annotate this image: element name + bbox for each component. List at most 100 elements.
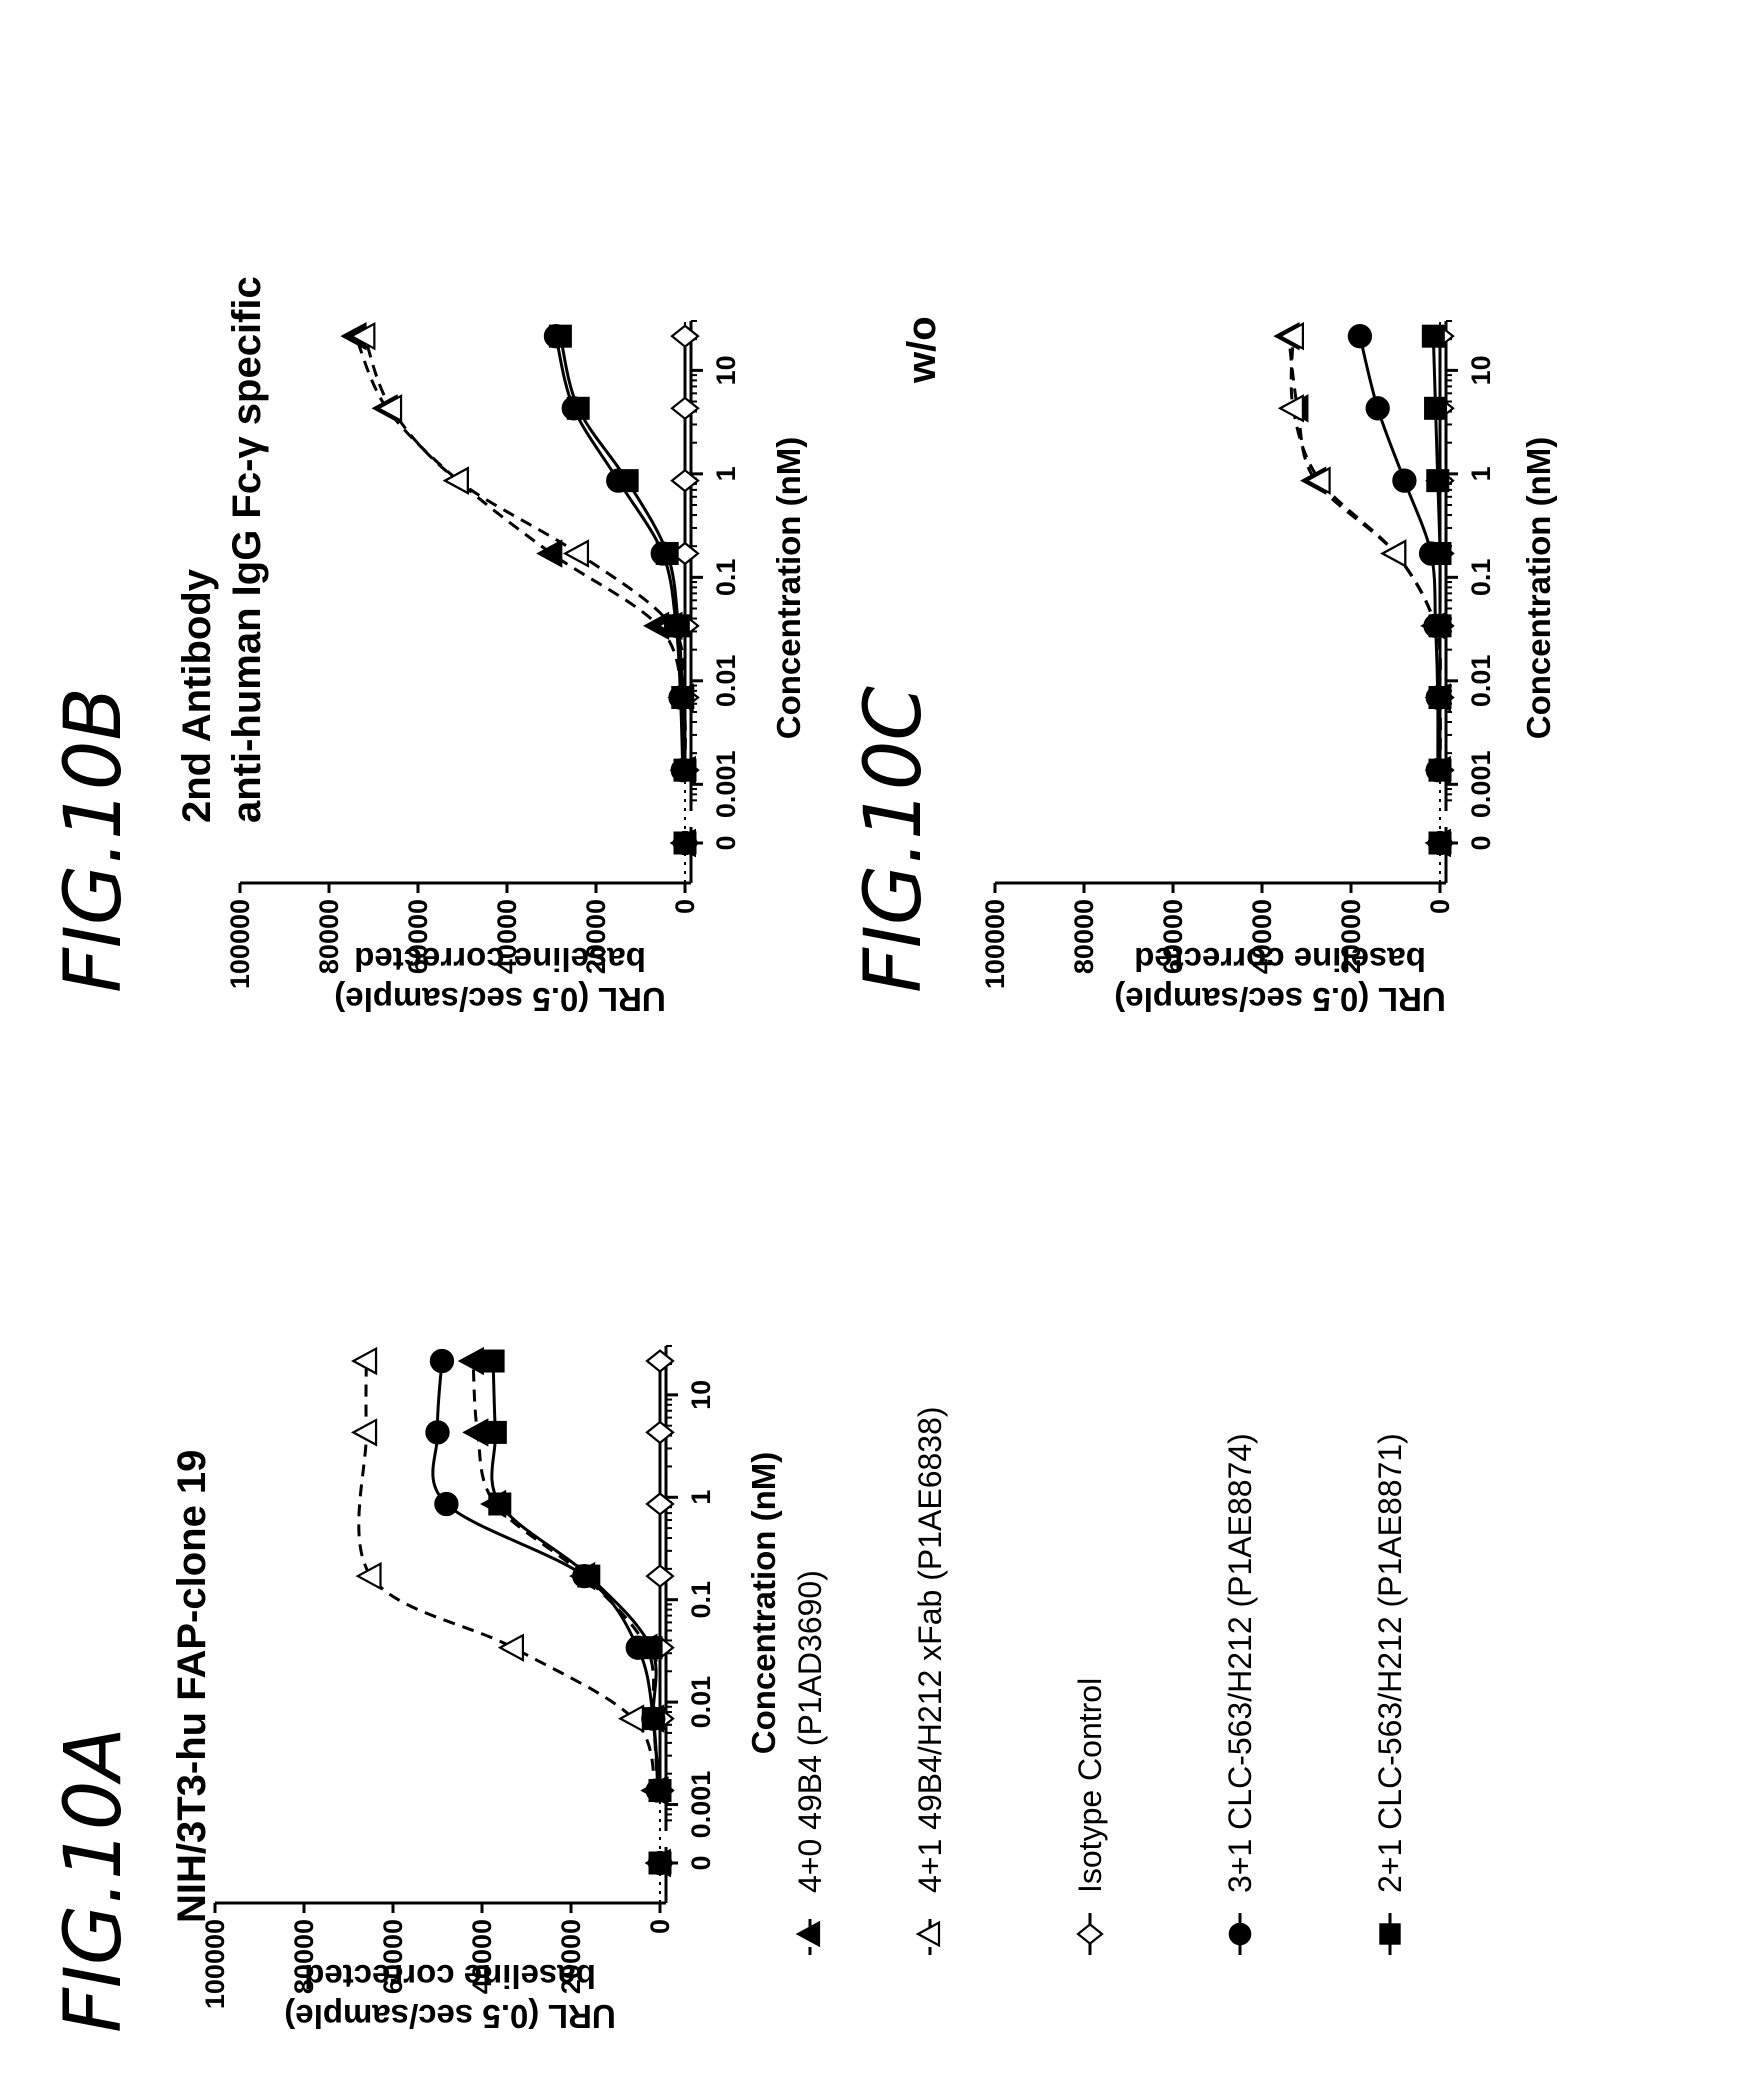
series-curve <box>354 335 687 771</box>
data-point <box>639 1636 663 1660</box>
data-point <box>666 614 690 638</box>
series-curve <box>431 1360 660 1791</box>
y-tick-label: 40000 <box>467 1919 497 1994</box>
data-point <box>1428 685 1452 709</box>
series-curve <box>357 1361 658 1791</box>
data-point <box>670 324 700 348</box>
series-curve <box>363 335 687 771</box>
ylabel-10c-line2: baseline corrected <box>1134 941 1426 978</box>
data-point <box>1304 466 1331 495</box>
x-tick-label: 0.01 <box>686 1676 716 1729</box>
data-point <box>670 396 700 421</box>
x-tick-label: 0.001 <box>1466 751 1496 819</box>
xlabel-10b: Concentration (nM) <box>770 437 807 739</box>
legend-marker <box>1076 1922 1104 1946</box>
series-3-1-clc-563-h212-p1ae8874 <box>425 1348 673 1876</box>
ylabel-10a: URL (0.5 sec/sample) baseline corrected <box>284 1958 615 2035</box>
data-point <box>1428 831 1452 855</box>
x-tick-label: 0 <box>686 1855 716 1870</box>
y-tick-label: 80000 <box>314 899 344 974</box>
legend-label: 3+1 CLC-563/H212 (P1AE8874) <box>1222 1433 1258 1893</box>
data-point <box>577 1564 601 1588</box>
data-point <box>645 1420 675 1445</box>
data-point <box>1392 468 1417 493</box>
title-10b-line1: 2nd Antibody <box>175 568 219 823</box>
x-tick-label: 0.1 <box>686 1581 716 1619</box>
legend-item-2-1-clc-563-h212-p1ae8871: 2+1 CLC-563/H212 (P1AE8871) <box>1372 1433 1408 1955</box>
x-tick-label: 0.1 <box>711 559 741 597</box>
series-curve <box>1287 335 1442 771</box>
legend-label: 2+1 CLC-563/H212 (P1AE8871) <box>1372 1433 1408 1893</box>
data-point <box>1380 539 1407 568</box>
y-tick-label: 60000 <box>403 899 433 974</box>
x-tick-label: 0.01 <box>711 655 741 708</box>
legend-label: 4+1 49B4/H212 xFab (P1AE6838) <box>912 1406 948 1893</box>
legend-item-3-1-clc-563-h212-p1ae8874: 3+1 CLC-563/H212 (P1AE8874) <box>1222 1433 1258 1955</box>
x-tick-label: 10 <box>711 355 741 385</box>
y-tick-label: 0 <box>670 899 700 914</box>
data-point <box>483 1420 507 1444</box>
series-2-1-clc-563-h212-p1ae8871 <box>548 324 697 855</box>
y-tick-label: 100000 <box>225 899 255 989</box>
data-point <box>350 1346 378 1376</box>
ylabel-10c-line1: URL (0.5 sec/sample) <box>1114 981 1445 1018</box>
ylabel-10b-line2: baseline corrected <box>354 941 646 978</box>
x-tick-label: 10 <box>1466 355 1496 385</box>
data-point <box>1421 324 1445 348</box>
ylabel-10a-line2: baseline corrected <box>304 1958 596 1995</box>
data-point <box>648 1851 672 1875</box>
y-tick-label: 40000 <box>492 899 522 974</box>
data-point <box>641 1707 665 1731</box>
data-point <box>671 685 695 709</box>
y-tick-label: 20000 <box>581 899 611 974</box>
legend: 4+0 49B4 (P1AD3690) 4+1 49B4/H212 xFab (P… <box>792 1406 1408 1955</box>
x-tick-label: 0 <box>1466 835 1496 850</box>
data-point <box>1428 758 1452 782</box>
xlabel-10c: Concentration (nM) <box>1520 437 1557 739</box>
data-point <box>645 1564 675 1588</box>
data-point <box>350 1418 378 1447</box>
y-tick-label: 40000 <box>1247 899 1277 974</box>
data-point <box>442 466 469 495</box>
data-point <box>457 1346 484 1376</box>
data-point <box>645 1349 675 1373</box>
plot-10b: 0 20000 40000 60000 80000 100000 0 0.001 0.01 0.1… <box>225 320 741 989</box>
legend-marker <box>1228 1922 1252 1946</box>
data-point <box>645 1492 675 1516</box>
title-10b-line2: anti-human IgG Fc-γ specific <box>225 276 269 823</box>
y-tick-label: 20000 <box>1336 899 1366 974</box>
data-point <box>488 1492 512 1516</box>
y-tick-label: 60000 <box>378 1919 408 1994</box>
legend-marker <box>1379 1923 1401 1945</box>
data-point <box>425 1420 450 1445</box>
data-point <box>1428 541 1452 565</box>
data-point <box>1277 321 1305 351</box>
fig-label-10b: FIG.10B <box>49 687 139 993</box>
data-point <box>562 539 590 568</box>
legend-item-isotype-control: Isotype Control <box>1072 1678 1108 1955</box>
ylabel-10c: URL (0.5 sec/sample) baseline corrected <box>1114 941 1445 1018</box>
data-point <box>375 394 403 423</box>
legend-marker <box>915 1920 941 1948</box>
plot-10a: 0 20000 40000 60000 80000 100000 0 0.001 0.01 0.1… <box>200 1345 716 2009</box>
data-point <box>497 1633 525 1662</box>
ylabel-10a-line1: URL (0.5 sec/sample) <box>284 1998 615 2035</box>
x-tick-label: 0.001 <box>686 1771 716 1839</box>
data-point <box>481 1349 505 1373</box>
y-tick-label: 100000 <box>980 899 1010 989</box>
plot-10c: 0 20000 40000 60000 80000 100000 0 0.001 0.01 0.1… <box>980 320 1496 989</box>
title-10a: NIH/3T3-hu FAP-clone 19 <box>170 1450 214 1923</box>
y-tick-label: 20000 <box>556 1919 586 1994</box>
y-tick-label: 100000 <box>200 1919 230 2009</box>
x-tick-label: 1 <box>711 466 741 481</box>
data-point <box>648 1779 672 1803</box>
data-point <box>355 1561 382 1591</box>
legend-marker <box>795 1920 821 1948</box>
y-tick-label: 60000 <box>1158 899 1188 974</box>
series-4-1-49b4-h212-xfab-p1ae6838 <box>349 321 696 858</box>
data-point <box>670 468 700 493</box>
y-tick-label: 0 <box>645 1919 675 1934</box>
legend-label: Isotype Control <box>1072 1678 1108 1893</box>
y-tick-label: 0 <box>1425 899 1455 914</box>
legend-item-4-0-49b4-p1ad3690: 4+0 49B4 (P1AD3690) <box>792 1570 828 1955</box>
